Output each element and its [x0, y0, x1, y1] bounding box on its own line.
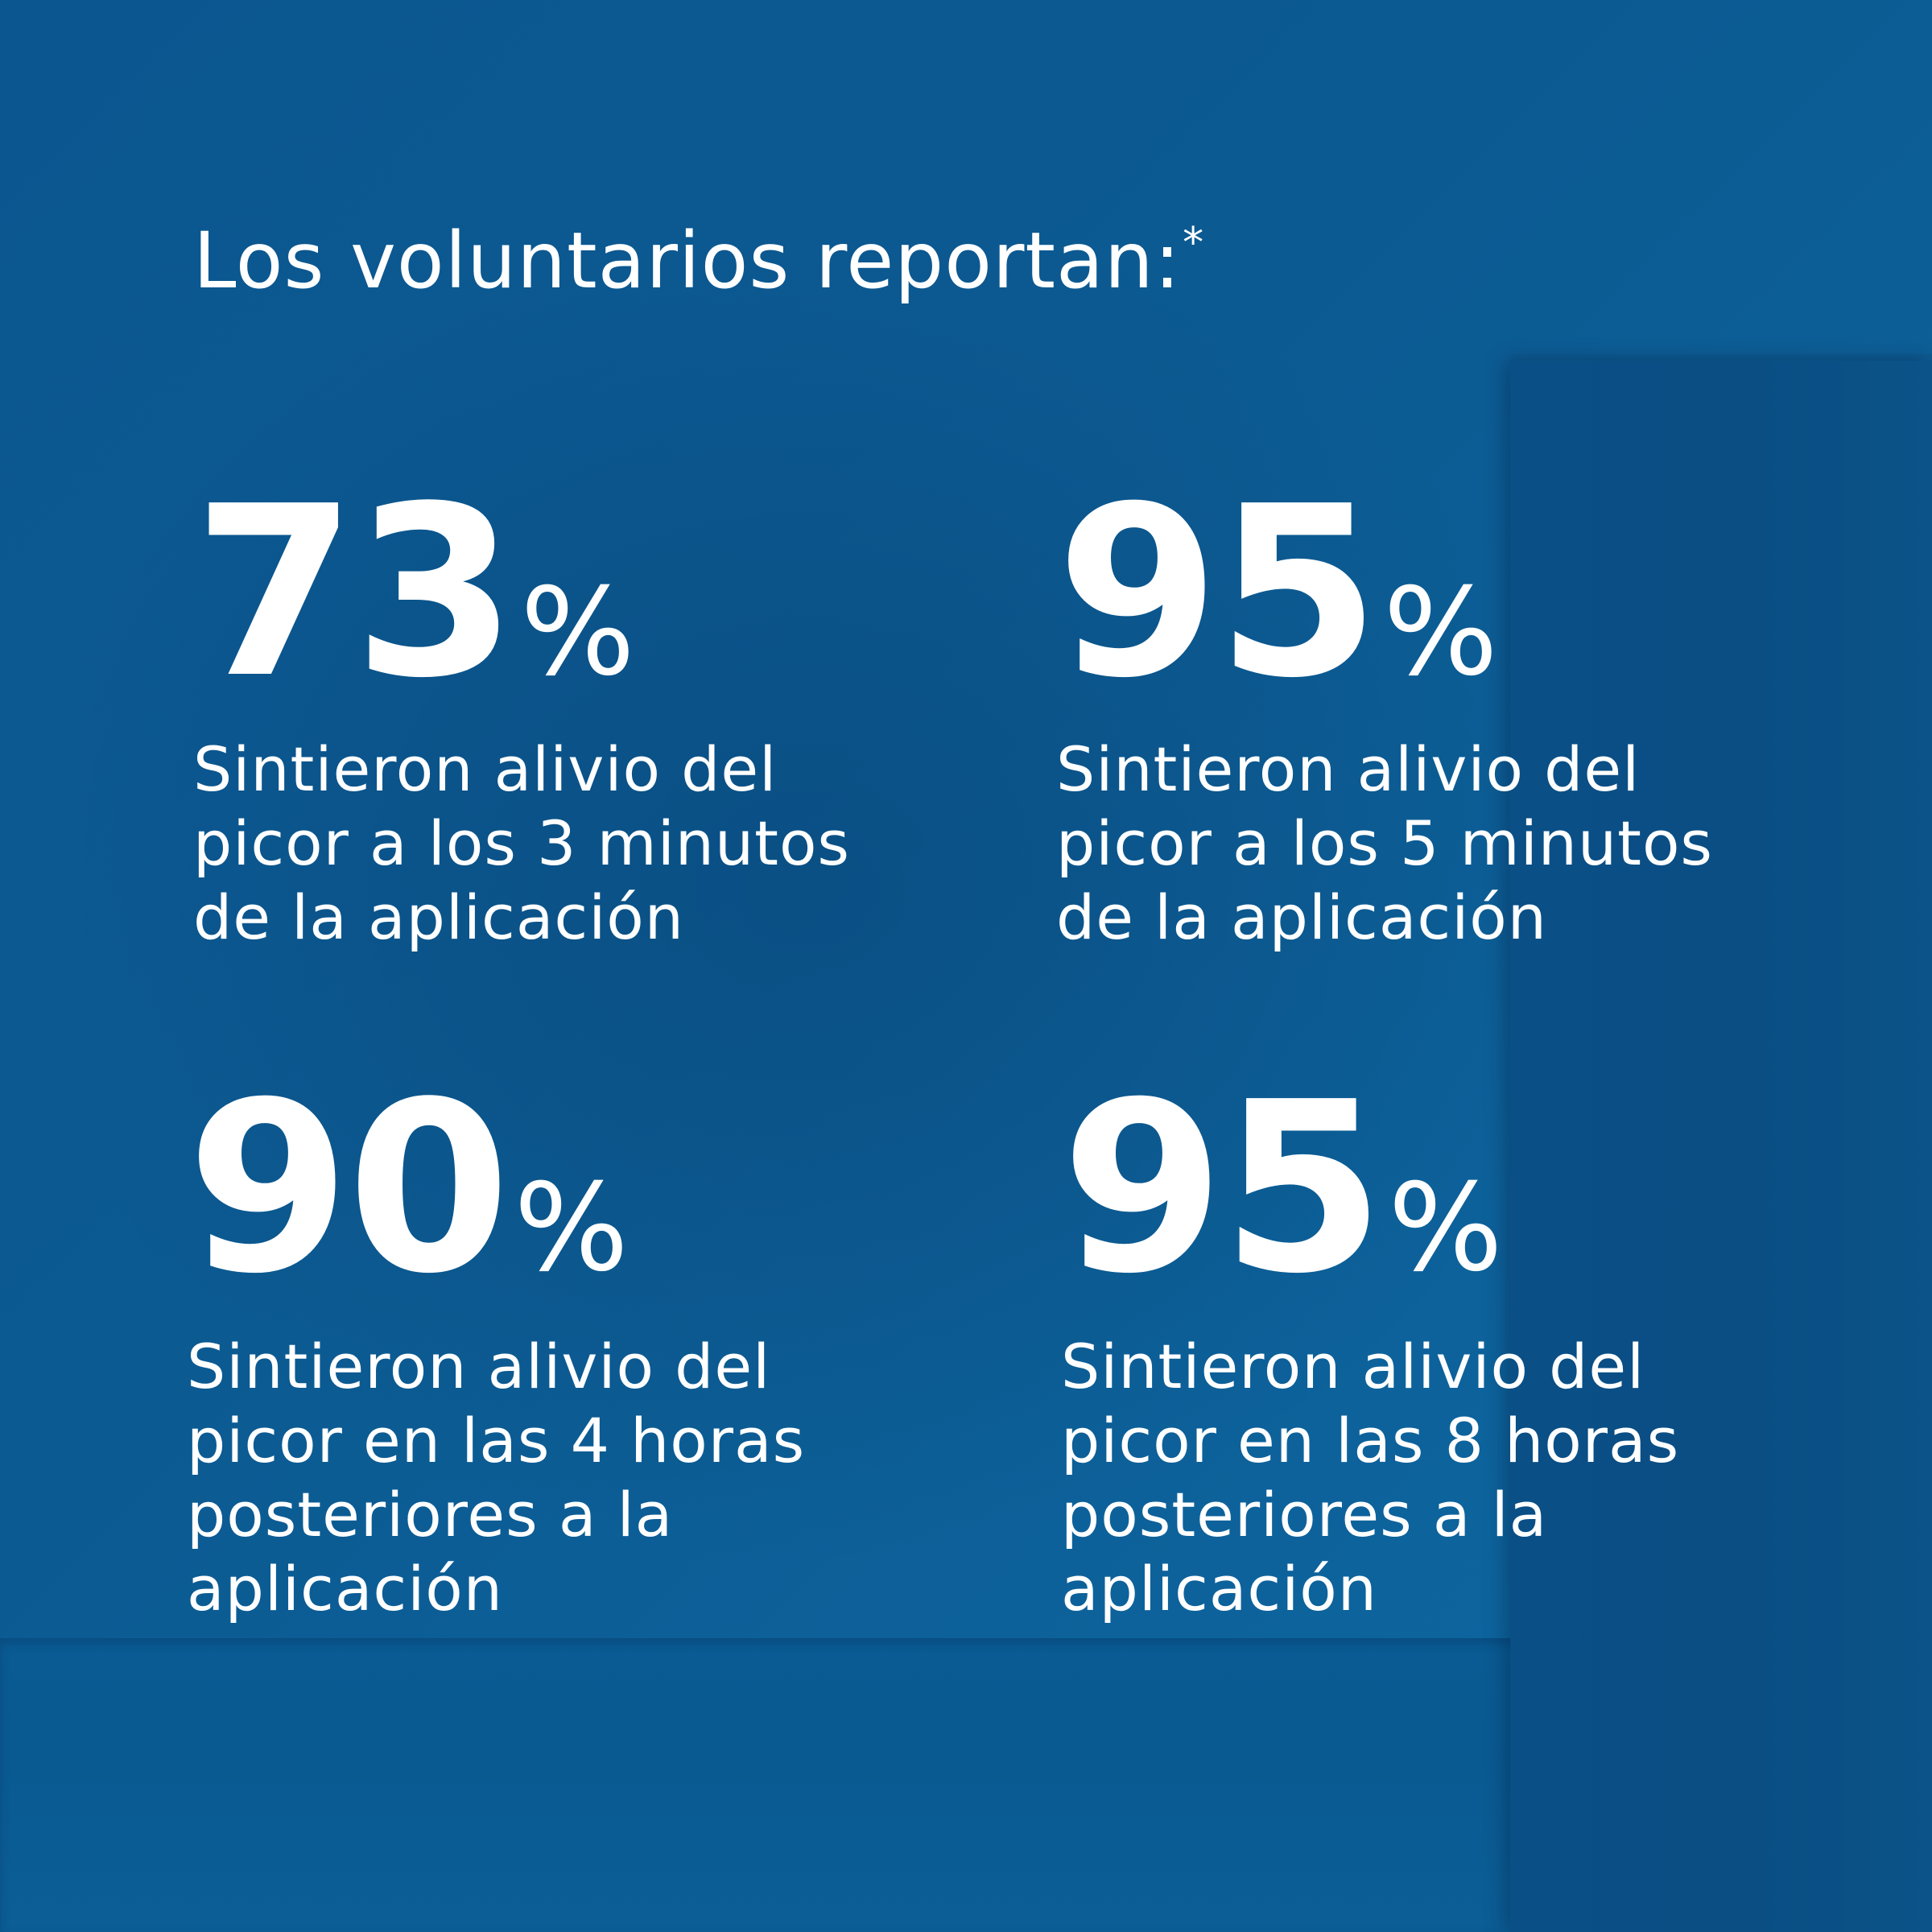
- stat-description-line: Sintieron alivio del: [1061, 1331, 1645, 1402]
- stat-description-line: de la aplicación: [1056, 881, 1547, 953]
- stat-percent-sign: %: [1388, 1158, 1503, 1298]
- pedestal-block: [1510, 361, 1932, 1932]
- stat-percent-sign: %: [514, 1158, 629, 1298]
- stat-description-line: picor a los 3 minutos: [193, 807, 851, 879]
- stat-number: 95: [1061, 1051, 1385, 1325]
- stat-value: 95%: [1056, 475, 1765, 710]
- stat-number: 90: [187, 1051, 510, 1325]
- stat-description-line: picor a los 5 minutos: [1056, 807, 1714, 879]
- stat-description-line: Sintieron alivio del: [193, 733, 778, 805]
- stat-description-line: aplicación: [187, 1553, 503, 1624]
- stat-number: 73: [193, 456, 517, 729]
- stat-number: 95: [1056, 456, 1380, 729]
- stat-description-line: picor en las 4 horas: [187, 1405, 806, 1476]
- stat-block: 95% Sintieron alivio del picor a los 5 m…: [1056, 475, 1765, 955]
- headline-text: Los voluntarios reportan:: [193, 216, 1182, 306]
- headline: Los voluntarios reportan:*: [193, 216, 1204, 306]
- stat-description-line: picor en las 8 horas: [1061, 1405, 1680, 1476]
- stat-description-line: posteriores a la: [187, 1479, 674, 1550]
- stat-description-line: Sintieron alivio del: [187, 1331, 771, 1402]
- stat-description-line: Sintieron alivio del: [1056, 733, 1641, 805]
- headline-asterisk: *: [1183, 219, 1205, 267]
- stat-description-line: posteriores a la: [1061, 1479, 1548, 1550]
- stat-description: Sintieron alivio del picor a los 5 minut…: [1056, 733, 1765, 955]
- stat-percent-sign: %: [1383, 563, 1498, 703]
- stat-percent-sign: %: [520, 563, 635, 703]
- stat-description-line: de la aplicación: [193, 881, 684, 953]
- stat-block: 95% Sintieron alivio del picor en las 8 …: [1061, 1071, 1769, 1626]
- stat-description: Sintieron alivio del picor en las 8 hora…: [1061, 1330, 1769, 1626]
- stat-block: 90% Sintieron alivio del picor en las 4 …: [187, 1071, 895, 1626]
- stat-value: 90%: [187, 1071, 895, 1306]
- stat-description-line: aplicación: [1061, 1553, 1377, 1624]
- stat-block: 73% Sintieron alivio del picor a los 3 m…: [193, 475, 902, 955]
- stat-value: 95%: [1061, 1071, 1769, 1306]
- stat-value: 73%: [193, 475, 902, 710]
- stat-description: Sintieron alivio del picor a los 3 minut…: [193, 733, 902, 955]
- stat-description: Sintieron alivio del picor en las 4 hora…: [187, 1330, 895, 1626]
